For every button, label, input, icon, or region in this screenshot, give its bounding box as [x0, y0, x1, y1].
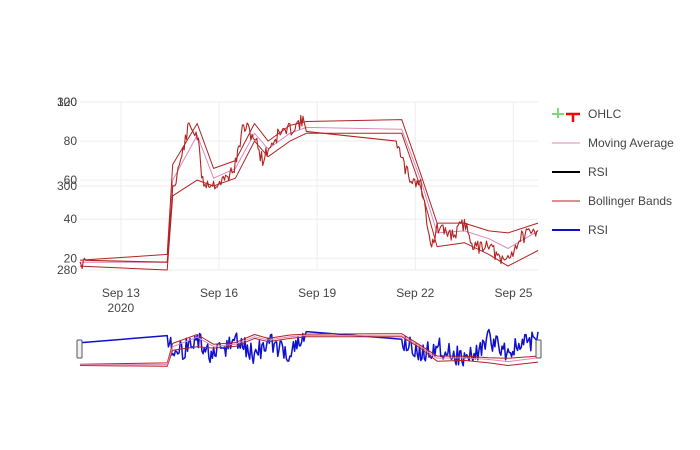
legend-label: OHLC [588, 107, 622, 121]
legend-item: Bollinger Bands [552, 194, 672, 208]
legend-item: Moving Average [552, 136, 674, 150]
overlay-y-axis: 280 300 320 [57, 95, 77, 277]
slider-bollinger-upper [79, 333, 539, 365]
y-tick-label: 40 [64, 212, 78, 226]
legend-item: OHLC [552, 107, 622, 122]
legend-label: RSI [588, 223, 608, 237]
slider-left-handle [76, 339, 83, 359]
x-tick-year-label: 2020 [108, 301, 135, 315]
legend: OHLC Moving Average RSI Bollinger Bands RSI [552, 107, 674, 237]
bollinger-lower-line [79, 132, 539, 271]
overlay-tick-label: 280 [57, 263, 77, 277]
y-tick-label: 60 [64, 173, 78, 187]
range-slider[interactable] [76, 328, 542, 371]
moving-average-line [80, 126, 539, 263]
slider-moving-average [80, 334, 539, 366]
slider-frame [79, 329, 539, 371]
overlay-tick-label: 320 [57, 95, 77, 109]
x-tick-label: Sep 22 [396, 286, 434, 300]
legend-item: RSI [552, 165, 608, 179]
x-tick-label: Sep 16 [200, 286, 238, 300]
slider-bollinger-lower [79, 336, 539, 367]
y-tick-label: 80 [64, 134, 78, 148]
price-line [79, 114, 539, 270]
legend-ohlc-up-symbol [552, 108, 564, 118]
x-tick-label: Sep 19 [298, 286, 336, 300]
main-price-plot [79, 114, 539, 271]
y-axis: 20 40 60 80 100 [57, 95, 77, 265]
x-tick-label: Sep 25 [494, 286, 532, 300]
y-tick-label: 20 [64, 251, 78, 265]
y-tick-label: 100 [57, 95, 77, 109]
x-tick-label: Sep 13 [102, 286, 140, 300]
legend-label: Moving Average [588, 136, 674, 150]
legend-ohlc-down-symbol [566, 112, 580, 122]
slider-right-handle [535, 339, 542, 359]
legend-label: Bollinger Bands [588, 194, 672, 208]
legend-item: RSI [552, 223, 608, 237]
overlay-tick-label: 300 [57, 179, 77, 193]
legend-label: RSI [588, 165, 608, 179]
